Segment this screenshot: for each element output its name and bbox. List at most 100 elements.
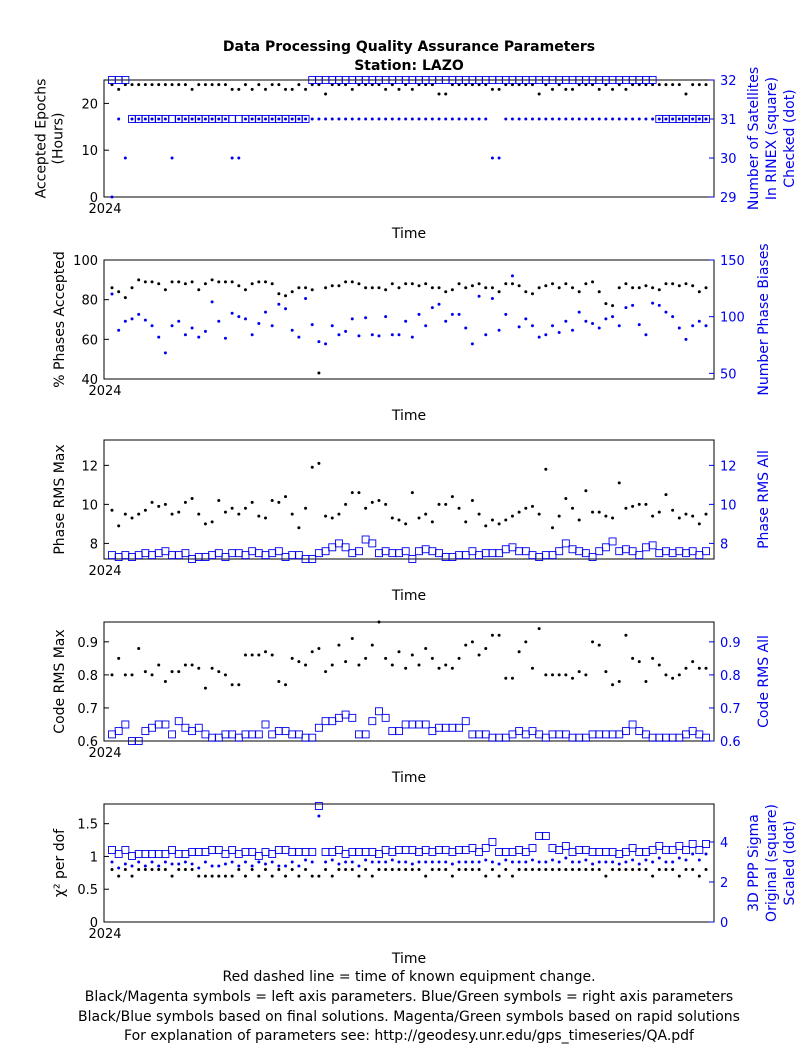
- data-dot: [437, 502, 441, 506]
- right-tick-label: 0.8: [720, 669, 741, 684]
- data-square: [588, 730, 597, 739]
- data-dot: [657, 856, 661, 860]
- data-dot: [110, 860, 114, 864]
- data-square: [575, 547, 584, 556]
- data-square: [134, 551, 143, 560]
- data-dot: [290, 512, 294, 516]
- data-square: [595, 730, 604, 739]
- data-square: [241, 551, 250, 560]
- data-square: [595, 848, 604, 856]
- data-square: [368, 717, 377, 726]
- data-dot: [677, 856, 681, 860]
- data-square: [261, 720, 270, 729]
- data-square: [641, 730, 650, 739]
- data-dot: [691, 660, 695, 664]
- data-square: [308, 848, 317, 856]
- data-dot: [150, 500, 154, 504]
- data-dot: [591, 321, 595, 325]
- data-square: [148, 850, 156, 858]
- data-dot: [530, 858, 534, 862]
- data-dot: [330, 324, 334, 328]
- data-square: [608, 848, 617, 856]
- data-dot: [430, 860, 434, 864]
- data-square: [668, 733, 677, 742]
- data-dot: [571, 117, 575, 121]
- data-square: [448, 848, 457, 856]
- data-dot: [110, 286, 114, 290]
- series-2: [108, 535, 710, 563]
- data-dot: [117, 117, 121, 121]
- data-dot: [183, 868, 187, 872]
- data-dot: [243, 653, 247, 657]
- data-dot: [290, 860, 294, 864]
- data-dot: [304, 858, 308, 862]
- data-dot: [544, 467, 548, 471]
- right-axis-label: Code RMS All: [756, 635, 772, 728]
- data-dot: [324, 342, 328, 346]
- data-dot: [137, 646, 141, 650]
- data-dot: [137, 512, 141, 516]
- data-dot: [537, 335, 541, 339]
- data-square: [535, 832, 544, 840]
- data-dot: [404, 860, 408, 864]
- data-dot: [584, 673, 588, 677]
- data-dot: [143, 508, 147, 512]
- left-axis-label: Accepted Epochs: [34, 79, 50, 199]
- data-dot: [304, 868, 308, 872]
- data-square: [108, 846, 116, 854]
- right-tick-label: 2: [720, 876, 728, 891]
- data-square: [588, 553, 597, 561]
- data-square: [621, 848, 630, 856]
- data-dot: [564, 673, 568, 677]
- data-square: [615, 850, 624, 858]
- data-square: [268, 730, 277, 739]
- data-dot: [517, 868, 521, 872]
- data-dot: [677, 117, 681, 121]
- data-dot: [310, 874, 314, 878]
- data-square: [388, 848, 397, 856]
- data-square: [241, 730, 250, 739]
- left-tick-label: 60: [81, 333, 98, 348]
- data-dot: [444, 502, 448, 506]
- data-dot: [170, 156, 174, 160]
- data-dot: [137, 278, 141, 282]
- right-axis-label: Phase RMS All: [756, 450, 772, 549]
- data-dot: [250, 333, 254, 337]
- series-2: [108, 707, 710, 745]
- panel-3: 8 10 12 8 10 12 2024 Time Phase RMS Max Phase RMS…: [52, 439, 772, 604]
- data-dot: [410, 868, 414, 872]
- data-square: [214, 549, 223, 558]
- data-dot: [657, 510, 661, 514]
- data-square: [308, 555, 317, 563]
- data-dot: [437, 92, 441, 96]
- data-dot: [330, 284, 334, 288]
- right-axis-label: Number of Satellites: [746, 67, 762, 210]
- data-dot: [203, 522, 207, 526]
- data-square: [441, 846, 450, 854]
- data-dot: [524, 506, 528, 510]
- data-dot: [203, 282, 207, 286]
- data-dot: [330, 663, 334, 667]
- data-square: [695, 551, 704, 560]
- data-square: [168, 551, 177, 560]
- data-dot: [217, 117, 221, 121]
- data-dot: [437, 860, 441, 864]
- data-square: [461, 846, 470, 854]
- data-square: [254, 549, 263, 558]
- data-dot: [117, 874, 121, 878]
- data-dot: [404, 522, 408, 526]
- data-dot: [163, 83, 167, 87]
- data-dot: [390, 858, 394, 862]
- data-square: [194, 848, 203, 856]
- data-square: [461, 551, 470, 560]
- data-dot: [344, 860, 348, 864]
- data-dot: [517, 325, 521, 329]
- data-dot: [470, 117, 474, 121]
- data-dot: [324, 670, 328, 674]
- right-axis-label: Scaled (dot): [782, 821, 798, 906]
- data-square: [361, 730, 370, 739]
- data-dot: [264, 310, 268, 314]
- data-dot: [697, 117, 701, 121]
- data-square: [621, 545, 630, 554]
- data-dot: [317, 814, 321, 818]
